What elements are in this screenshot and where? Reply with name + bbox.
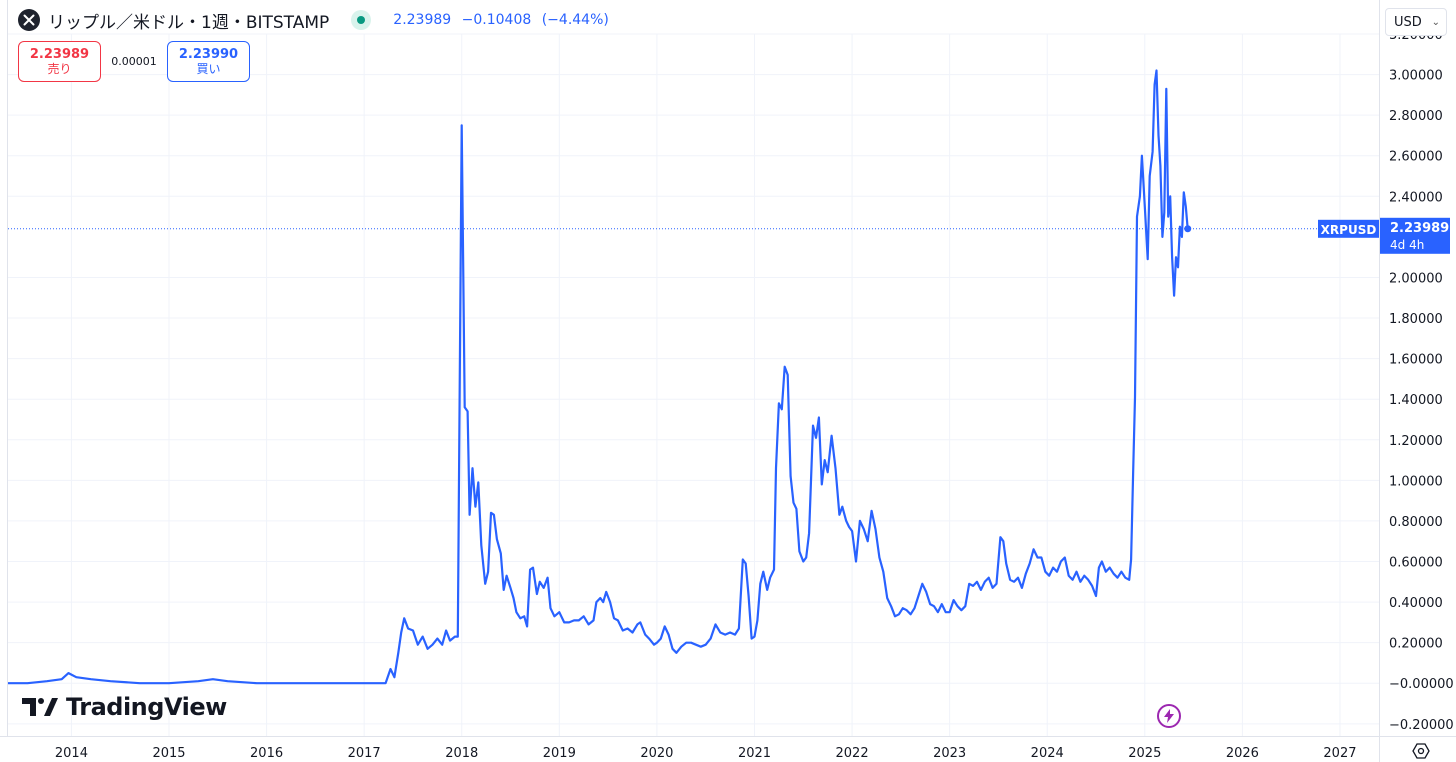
symbol-header: リップル／米ドル・1週・BITSTAMP 2.23989 −0.10408 (−… [18, 8, 615, 33]
y-tick-label: 1.80000 [1389, 312, 1443, 327]
currency-selector[interactable]: USD ⌄ [1385, 8, 1447, 36]
y-tick-label: 1.60000 [1389, 353, 1443, 368]
logo-text: TradingView [66, 693, 227, 721]
trade-buttons: 2.23989 売り 0.00001 2.23990 買い [18, 41, 250, 82]
y-tick-label: 0.20000 [1389, 637, 1443, 652]
x-tick-label: 2018 [445, 746, 478, 761]
y-tick-label: −0.00000 [1389, 677, 1454, 692]
y-tick-label: 3.00000 [1389, 69, 1443, 84]
x-tick-label: 2024 [1031, 746, 1064, 761]
last-price: 2.23989 [393, 12, 452, 28]
price-series-line [8, 69, 1189, 685]
price-label: 2.23989 [1390, 221, 1449, 236]
x-tick-label: 2019 [543, 746, 576, 761]
symbol-label-box [1318, 219, 1379, 238]
price-label-box [1380, 217, 1450, 254]
y-tick-label: 1.40000 [1389, 393, 1443, 408]
sell-price: 2.23989 [29, 46, 90, 62]
price-change: −0.10408 [461, 12, 532, 28]
x-tick-label: 2020 [640, 746, 673, 761]
sell-label: 売り [47, 61, 72, 76]
x-tick-label: 2025 [1128, 746, 1161, 761]
x-tick-label: 2023 [933, 746, 966, 761]
x-tick-label: 2021 [738, 746, 771, 761]
y-tick-label: 2.60000 [1389, 150, 1443, 165]
x-tick-label: 2014 [55, 746, 88, 761]
tradingview-logo[interactable]: TradingView [22, 693, 227, 721]
chevron-down-icon: ⌄ [1431, 16, 1440, 28]
y-tick-label: 0.80000 [1389, 515, 1443, 530]
symbol-title[interactable]: リップル／米ドル・1週・BITSTAMP [48, 12, 330, 33]
y-tick-label: 2.80000 [1389, 109, 1443, 124]
x-tick-label: 2026 [1226, 746, 1259, 761]
last-price-dot [1184, 225, 1192, 233]
y-tick-label: 0.40000 [1389, 596, 1443, 611]
x-tick-label: 2022 [836, 746, 869, 761]
price-change-percent: (−4.44%) [541, 12, 609, 28]
bar-countdown: 4d 4h [1390, 238, 1424, 252]
y-tick-label: 0.60000 [1389, 556, 1443, 571]
symbol-label: XRPUSD [1321, 223, 1377, 237]
tradingview-logo-icon [22, 698, 58, 716]
y-tick-label: 2.40000 [1389, 190, 1443, 205]
lightning-icon[interactable] [1157, 704, 1181, 728]
market-open-dot-icon [351, 10, 372, 30]
buy-button[interactable]: 2.23990 買い [167, 41, 250, 82]
buy-price: 2.23990 [178, 46, 239, 62]
x-tick-label: 2027 [1323, 746, 1356, 761]
currency-label: USD [1394, 14, 1422, 30]
sell-button[interactable]: 2.23989 売り [18, 41, 101, 82]
x-tick-label: 2017 [348, 746, 381, 761]
x-tick-label: 2016 [250, 746, 283, 761]
y-tick-label: 2.00000 [1389, 271, 1443, 286]
settings-icon[interactable] [1412, 742, 1430, 760]
y-tick-label: 1.20000 [1389, 434, 1443, 449]
spread-value: 0.00001 [111, 55, 157, 68]
y-tick-label: 1.00000 [1389, 474, 1443, 489]
buy-label: 買い [196, 61, 221, 76]
price-change-readout: 2.23989 −0.10408 (−4.44%) [393, 12, 615, 28]
xrp-logo-icon [18, 9, 40, 31]
y-tick-label: −0.20000 [1389, 718, 1454, 733]
x-tick-label: 2015 [152, 746, 185, 761]
